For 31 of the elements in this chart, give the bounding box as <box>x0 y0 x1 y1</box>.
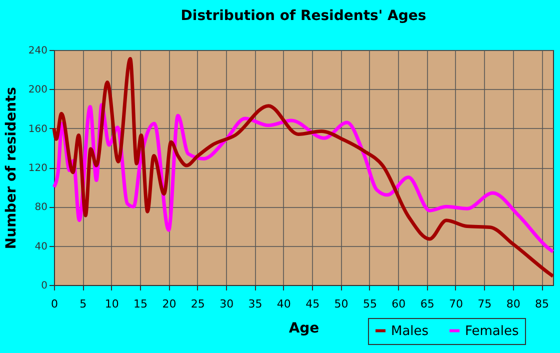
x-tick-label: 0 <box>51 298 58 310</box>
x-tick-label: 50 <box>334 298 348 310</box>
x-tick-label: 35 <box>248 298 262 310</box>
y-axis-title: Number of residents <box>3 86 20 250</box>
chart-title: Distribution of Residents' Ages <box>180 8 426 24</box>
x-tick-label: 55 <box>362 298 377 310</box>
legend-label: Males <box>391 324 429 339</box>
x-tick-label: 10 <box>104 298 119 310</box>
legend-label: Females <box>465 324 520 339</box>
x-tick-label: 75 <box>478 298 492 310</box>
x-tick-label: 65 <box>420 298 434 310</box>
y-tick-label: 80 <box>34 202 48 214</box>
x-axis-title: Age <box>288 320 320 336</box>
x-tick-label: 20 <box>162 298 176 310</box>
y-tick-label: 160 <box>28 124 48 135</box>
y-tick-label: 40 <box>34 241 48 252</box>
y-tick-label: 0 <box>41 280 48 292</box>
x-tick-label: 25 <box>190 298 205 310</box>
x-tick-label: 60 <box>392 298 406 310</box>
x-tick-label: 5 <box>80 298 87 310</box>
y-tick-label: 240 <box>28 46 48 56</box>
x-tick-label: 30 <box>220 298 234 310</box>
x-tick-label: 85 <box>535 298 550 310</box>
x-tick-label: 40 <box>276 298 291 310</box>
x-tick-label: 80 <box>506 298 520 310</box>
x-tick-label: 70 <box>448 298 463 310</box>
line-series <box>52 57 555 278</box>
y-tick-label: 120 <box>28 163 48 174</box>
y-tick-label: 200 <box>28 84 48 96</box>
x-tick-label: 45 <box>306 298 320 310</box>
x-tick-label: 15 <box>134 298 148 310</box>
